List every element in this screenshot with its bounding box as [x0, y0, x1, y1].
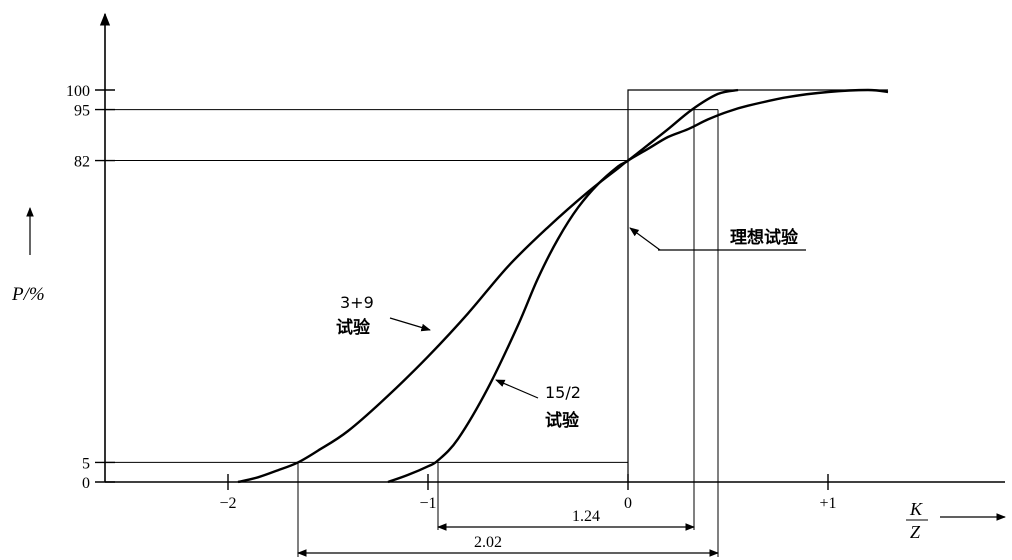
y-tick-label-2: 82	[74, 154, 90, 171]
y-tick-label-0: 0	[82, 475, 90, 492]
dimension-label-1: 2.02	[474, 534, 502, 551]
y-tick-label-3: 95	[74, 103, 90, 120]
x-axis-label-numerator: K	[909, 499, 923, 519]
x-tick-label-3: +1	[819, 495, 836, 512]
series-label-3plus9-line2: 试验	[336, 317, 371, 338]
dimension-label-0: 1.24	[572, 508, 600, 525]
leader-arrow-15-2	[495, 379, 539, 399]
y-tick-label-4: 100	[66, 83, 90, 100]
series-label-3plus9-line1: 3+9	[340, 293, 374, 312]
x-tick-label-0: −2	[219, 495, 236, 512]
leader-arrow-3plus9	[389, 317, 431, 332]
series-label-15-2-line2: 试验	[545, 410, 580, 431]
curve-15-2	[387, 88, 739, 484]
leader-arrow-ideal	[629, 227, 661, 251]
y-tick-label-1: 5	[82, 455, 90, 472]
x-tick-label-1: −1	[419, 495, 436, 512]
curve-ideal	[627, 89, 888, 482]
series-label-15-2-line1: 15/2	[545, 383, 581, 402]
x-axis-label-denominator: Z	[910, 522, 921, 542]
x-tick-label-2: 0	[624, 495, 632, 512]
y-axis-label: P/%	[11, 284, 45, 305]
series-label-ideal: 理想试验	[730, 227, 799, 248]
